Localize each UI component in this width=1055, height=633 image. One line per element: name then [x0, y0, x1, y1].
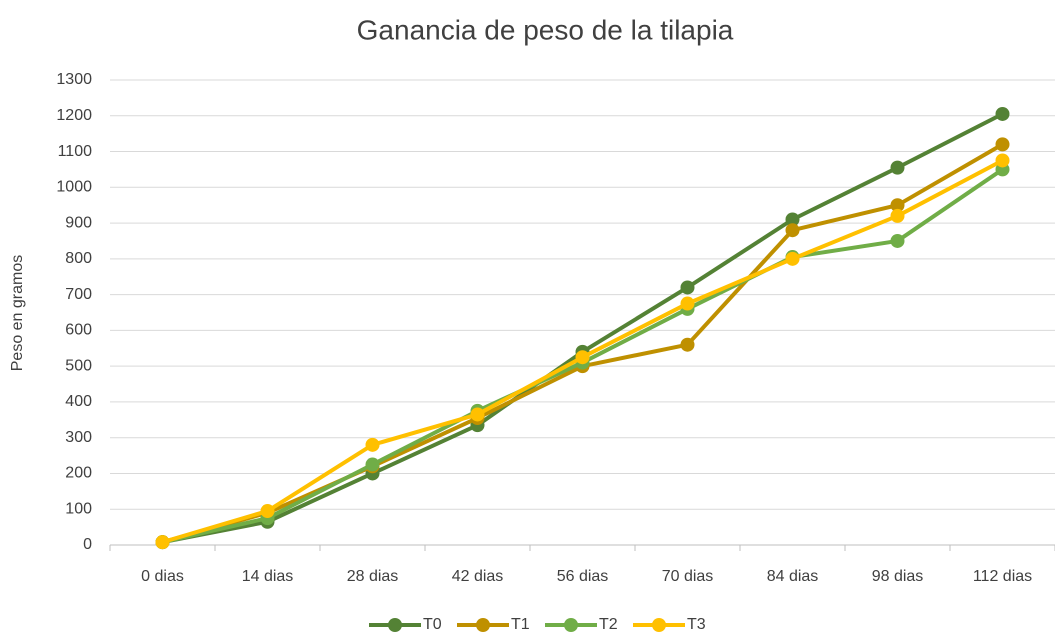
legend-marker [476, 618, 490, 632]
data-point [890, 208, 905, 223]
data-point [680, 337, 695, 352]
legend-marker [388, 618, 402, 632]
legend-label: T2 [599, 616, 618, 633]
x-tick-label: 14 dias [242, 568, 294, 585]
y-tick-label: 1100 [58, 143, 93, 160]
y-tick-label: 300 [65, 429, 92, 446]
data-point [785, 223, 800, 238]
data-point [890, 198, 905, 213]
x-tick-label: 112 dias [973, 568, 1032, 585]
y-tick-label: 200 [65, 465, 92, 482]
data-point [995, 106, 1010, 121]
x-tick-label: 28 dias [347, 568, 399, 585]
series-line [161, 142, 1004, 545]
data-point [260, 504, 275, 519]
data-point [365, 437, 380, 452]
data-point [785, 212, 800, 227]
data-point [785, 251, 800, 266]
legend-label: T1 [511, 616, 530, 633]
data-point [680, 296, 695, 311]
x-tick-label: 42 dias [452, 568, 504, 585]
y-tick-label: 0 [83, 536, 92, 553]
x-tick-label: 56 dias [557, 568, 609, 585]
data-point [995, 137, 1010, 152]
y-tick-label: 1300 [56, 71, 92, 88]
legend-label: T0 [423, 616, 442, 633]
y-tick-label: 400 [65, 393, 92, 410]
x-tick-label: 84 dias [767, 568, 819, 585]
series-line [162, 112, 1004, 545]
x-tick-label: 70 dias [662, 568, 714, 585]
data-point [680, 280, 695, 295]
x-tick-label: 98 dias [872, 568, 924, 585]
data-point [995, 153, 1010, 168]
data-point [890, 233, 905, 248]
data-point [470, 407, 485, 422]
legend-marker [652, 618, 666, 632]
y-tick-label: 600 [65, 322, 92, 339]
y-tick-label: 1200 [56, 107, 92, 124]
data-point [155, 535, 170, 550]
y-tick-label: 1000 [56, 179, 92, 196]
data-point [575, 350, 590, 365]
legend-marker [564, 618, 578, 632]
y-tick-label: 500 [65, 357, 92, 374]
chart-title: Ganancia de peso de la tilapia [357, 14, 734, 45]
y-tick-label: 100 [65, 500, 92, 517]
data-point [890, 160, 905, 175]
legend-label: T3 [687, 616, 706, 633]
y-axis-label: Peso en gramos [9, 255, 26, 372]
data-point [365, 457, 380, 472]
y-tick-label: 700 [65, 286, 92, 303]
y-tick-label: 900 [65, 214, 92, 231]
y-tick-label: 800 [65, 250, 92, 267]
x-tick-label: 0 dias [141, 568, 184, 585]
